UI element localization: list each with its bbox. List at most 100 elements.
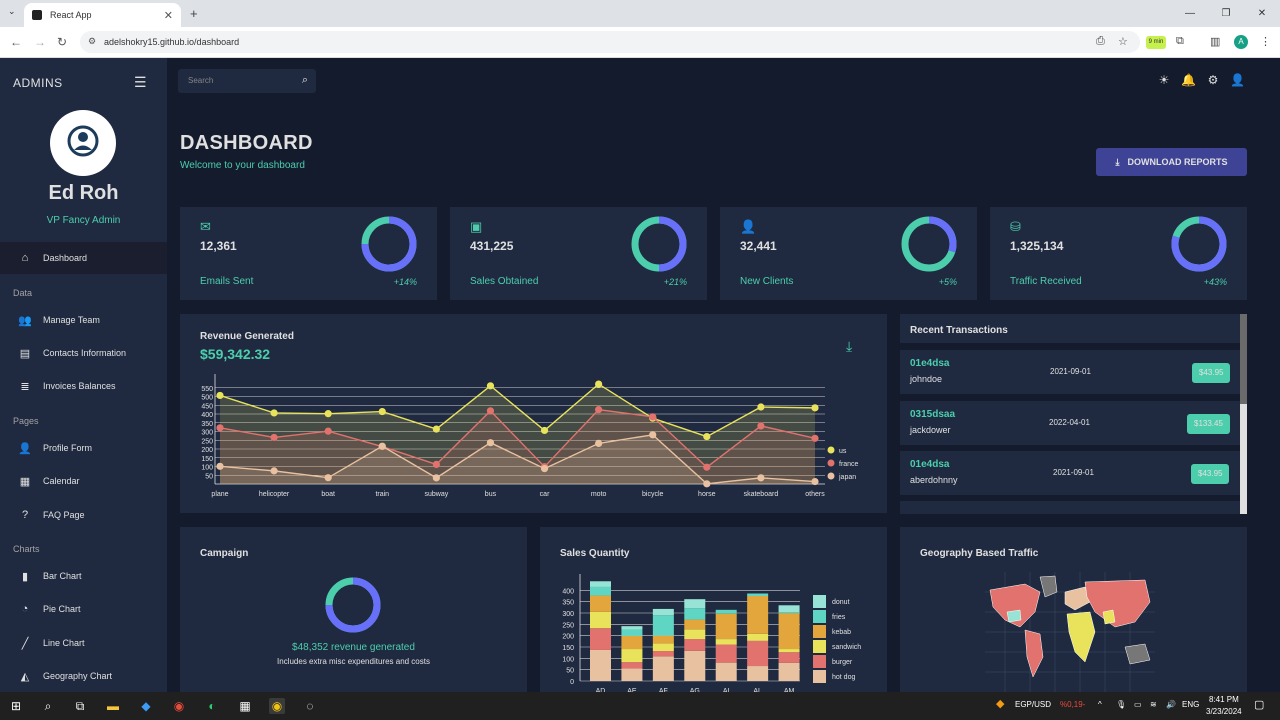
scrollbar-thumb[interactable] [1240, 314, 1247, 404]
y-tick-label: 50 [566, 668, 574, 675]
wifi-icon[interactable]: ≋ [1150, 700, 1157, 709]
file-explorer-icon[interactable]: ▬ [107, 699, 119, 713]
bar-segment [590, 649, 611, 681]
stat-label: New Clients [740, 276, 794, 287]
search-input[interactable]: Search ⌕ [178, 69, 316, 93]
x-tick-label: AF [659, 688, 668, 692]
calendar-icon: ▦ [19, 475, 31, 488]
revenue-amount: $59,342.32 [200, 346, 271, 362]
extension-badge[interactable]: 9 min [1146, 36, 1166, 49]
edge-icon[interactable]: ◐ [208, 699, 216, 713]
forward-icon[interactable]: → [34, 35, 46, 49]
site-info-icon[interactable]: ⚙ [88, 36, 97, 46]
person-icon[interactable]: 👤 [1230, 73, 1245, 87]
download-icon[interactable]: ⤓ [846, 338, 853, 354]
bookmark-star-icon[interactable]: ☆ [1118, 36, 1128, 48]
media-app-icon[interactable]: ▦ [239, 699, 251, 713]
transaction-cost: $43.95 [1192, 363, 1231, 383]
legend-label: japan [838, 474, 856, 481]
chrome-menu-icon[interactable]: ⋮ [1260, 36, 1271, 48]
extensions-icon[interactable]: ⧉ [1176, 35, 1184, 47]
map-region-highlight [1006, 609, 1022, 623]
sidebar-item-calendar[interactable]: ▦ Calendar [0, 465, 167, 497]
chrome-icon[interactable]: ◉ [173, 699, 185, 713]
language-indicator[interactable]: ENG [1182, 700, 1200, 709]
new-tab-icon[interactable]: + [190, 6, 198, 21]
y-tick-label: 550 [201, 386, 213, 393]
currency-pair: EGP/USD [1015, 700, 1052, 709]
sidebar-item-geography-chart[interactable]: ◭ Geography Chart [0, 660, 167, 692]
taskbar-search-icon[interactable]: ⌕ [44, 699, 52, 713]
sidebar: ADMINS ☰ Ed Roh VP Fancy Admin ⌂ Dashboa… [0, 58, 167, 692]
series-area [220, 384, 815, 484]
bar-segment [684, 629, 706, 640]
download-reports-button[interactable]: ⤓ DOWNLOAD REPORTS [1096, 148, 1247, 176]
reload-icon[interactable]: ↻ [57, 35, 68, 49]
data-point [324, 474, 332, 482]
sidebar-item-line-chart[interactable]: ╱ Line Chart [0, 627, 167, 659]
minimize-icon[interactable]: — [1185, 8, 1195, 19]
transactions-title: Recent Transactions [910, 325, 1008, 336]
transactions-header: Recent Transactions [900, 314, 1240, 346]
clock-date[interactable]: 3/23/2024 [1206, 707, 1242, 716]
profile-name: Ed Roh [48, 182, 119, 204]
close-window-icon[interactable]: ✕ [1257, 8, 1267, 19]
side-panel-icon[interactable]: ▥ [1210, 36, 1221, 48]
gear-icon[interactable]: ⚙ [1207, 73, 1219, 87]
bar-segment [778, 662, 800, 681]
bar-segment [590, 586, 611, 596]
email-icon: ✉ [200, 219, 211, 234]
sidebar-item-invoices[interactable]: ≣ Invoices Balances [0, 370, 167, 402]
url-field[interactable]: ⚙ adelshokry15.github.io/dashboard [80, 31, 1140, 53]
data-point [378, 442, 386, 450]
windows-start-icon[interactable]: ⊞ [10, 699, 22, 713]
clock-time[interactable]: 8:41 PM [1209, 695, 1239, 704]
pie-chart-icon: ◔ [21, 603, 29, 615]
tray-chevron-icon[interactable]: ^ [1098, 700, 1102, 709]
app-icon[interactable]: ◌ [306, 699, 314, 713]
ring-progress [361, 216, 417, 272]
transaction-id: 01e4dsa [910, 459, 950, 470]
light-mode-icon[interactable]: ☀ [1158, 73, 1170, 87]
sidebar-item-label: FAQ Page [43, 510, 85, 520]
data-point [649, 413, 657, 421]
notifications-icon[interactable]: ▢ [1254, 699, 1265, 711]
transactions-scrollbar[interactable] [1240, 314, 1247, 514]
tab-search-icon[interactable]: ⌄ [8, 6, 16, 16]
sidebar-item-faq[interactable]: ? FAQ Page [0, 499, 167, 531]
transaction-id: 0315dsaa [910, 409, 956, 420]
browser-profile-avatar[interactable]: A [1234, 35, 1248, 49]
nav-section-data: Data [13, 288, 33, 298]
restore-icon[interactable]: ❐ [1221, 8, 1231, 19]
sidebar-item-profile-form[interactable]: 👤 Profile Form [0, 432, 167, 464]
vscode-icon[interactable]: ◆ [141, 699, 151, 713]
sidebar-item-dashboard[interactable]: ⌂ Dashboard [0, 242, 167, 274]
react-favicon-icon [32, 10, 42, 20]
task-view-icon[interactable]: ⧉ [75, 699, 85, 713]
microphone-icon[interactable]: 🎙 [1116, 700, 1127, 709]
bell-icon[interactable]: 🔔 [1181, 73, 1196, 87]
install-app-icon[interactable]: ⎙ [1096, 35, 1105, 47]
chrome-active-icon[interactable]: ◉ [269, 698, 285, 714]
battery-icon[interactable]: ▭ [1134, 700, 1142, 709]
person-icon: 👤 [18, 442, 32, 455]
sidebar-item-contacts[interactable]: ▤ Contacts Information [0, 337, 167, 369]
hamburger-menu-icon[interactable]: ☰ [134, 74, 147, 90]
sidebar-item-bar-chart[interactable]: ▮ Bar Chart [0, 560, 167, 592]
volume-icon[interactable]: 🔊 [1166, 700, 1176, 709]
browser-tab[interactable]: React App ✕ [24, 3, 181, 27]
back-icon[interactable]: ← [10, 35, 22, 49]
stat-value: 431,225 [470, 239, 514, 253]
bar-segment [747, 596, 769, 634]
y-tick-label: 250 [562, 622, 574, 629]
download-icon: ⤓ [1115, 156, 1120, 167]
sidebar-item-pie-chart[interactable]: ◔ Pie Chart [0, 593, 167, 625]
data-point [486, 407, 495, 415]
person-add-icon: 👤 [740, 219, 757, 234]
sidebar-item-manage-team[interactable]: 👥 Manage Team [0, 304, 167, 336]
search-icon[interactable]: ⌕ [301, 74, 308, 86]
close-tab-icon[interactable]: ✕ [163, 9, 173, 22]
transaction-cost: $43.95 [1191, 464, 1230, 484]
currency-widget-icon[interactable]: ◆ [996, 698, 1005, 710]
